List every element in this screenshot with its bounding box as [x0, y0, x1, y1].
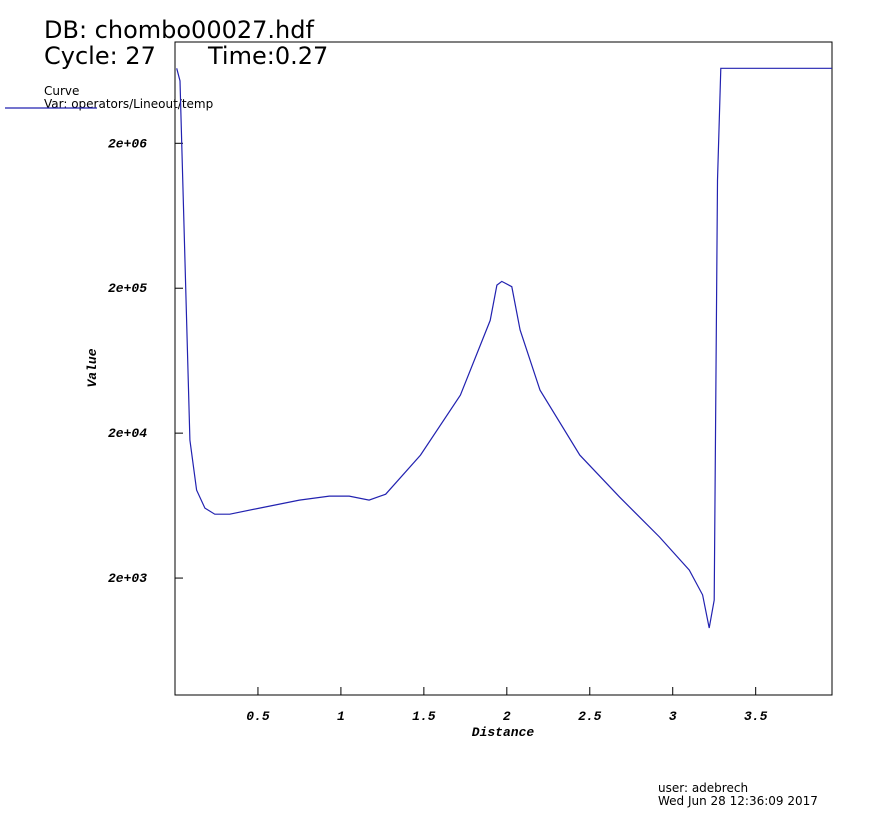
cycle-label: Cycle: 27: [44, 42, 156, 70]
x-tick-label: 3: [669, 709, 677, 724]
date-label: Wed Jun 28 12:36:09 2017: [658, 794, 818, 808]
y-tick-label: 2e+04: [108, 426, 147, 441]
x-tick-label: 1.5: [412, 709, 436, 724]
y-tick-label: 2e+06: [108, 136, 147, 151]
db-title: DB: chombo00027.hdf: [44, 16, 314, 44]
y-tick-label: 2e+05: [108, 281, 147, 296]
x-tick-label: 0.5: [246, 709, 270, 724]
legend-entry: Var: operators/Lineout/temp: [44, 97, 213, 111]
curve: [176, 67, 832, 629]
plot-frame: [174, 41, 833, 696]
x-tick-label: 3.5: [744, 709, 768, 724]
user-label: user: adebrech: [658, 781, 748, 795]
x-tick-label: 2.5: [578, 709, 602, 724]
y-axis-label: Value: [85, 348, 100, 387]
legend-title: Curve: [44, 84, 79, 98]
x-axis-label: Distance: [472, 725, 535, 740]
x-tick-label: 2: [503, 709, 511, 724]
y-tick-label: 2e+03: [108, 571, 147, 586]
time-label: Time:0.27: [207, 42, 328, 70]
x-tick-label: 1: [337, 709, 345, 724]
